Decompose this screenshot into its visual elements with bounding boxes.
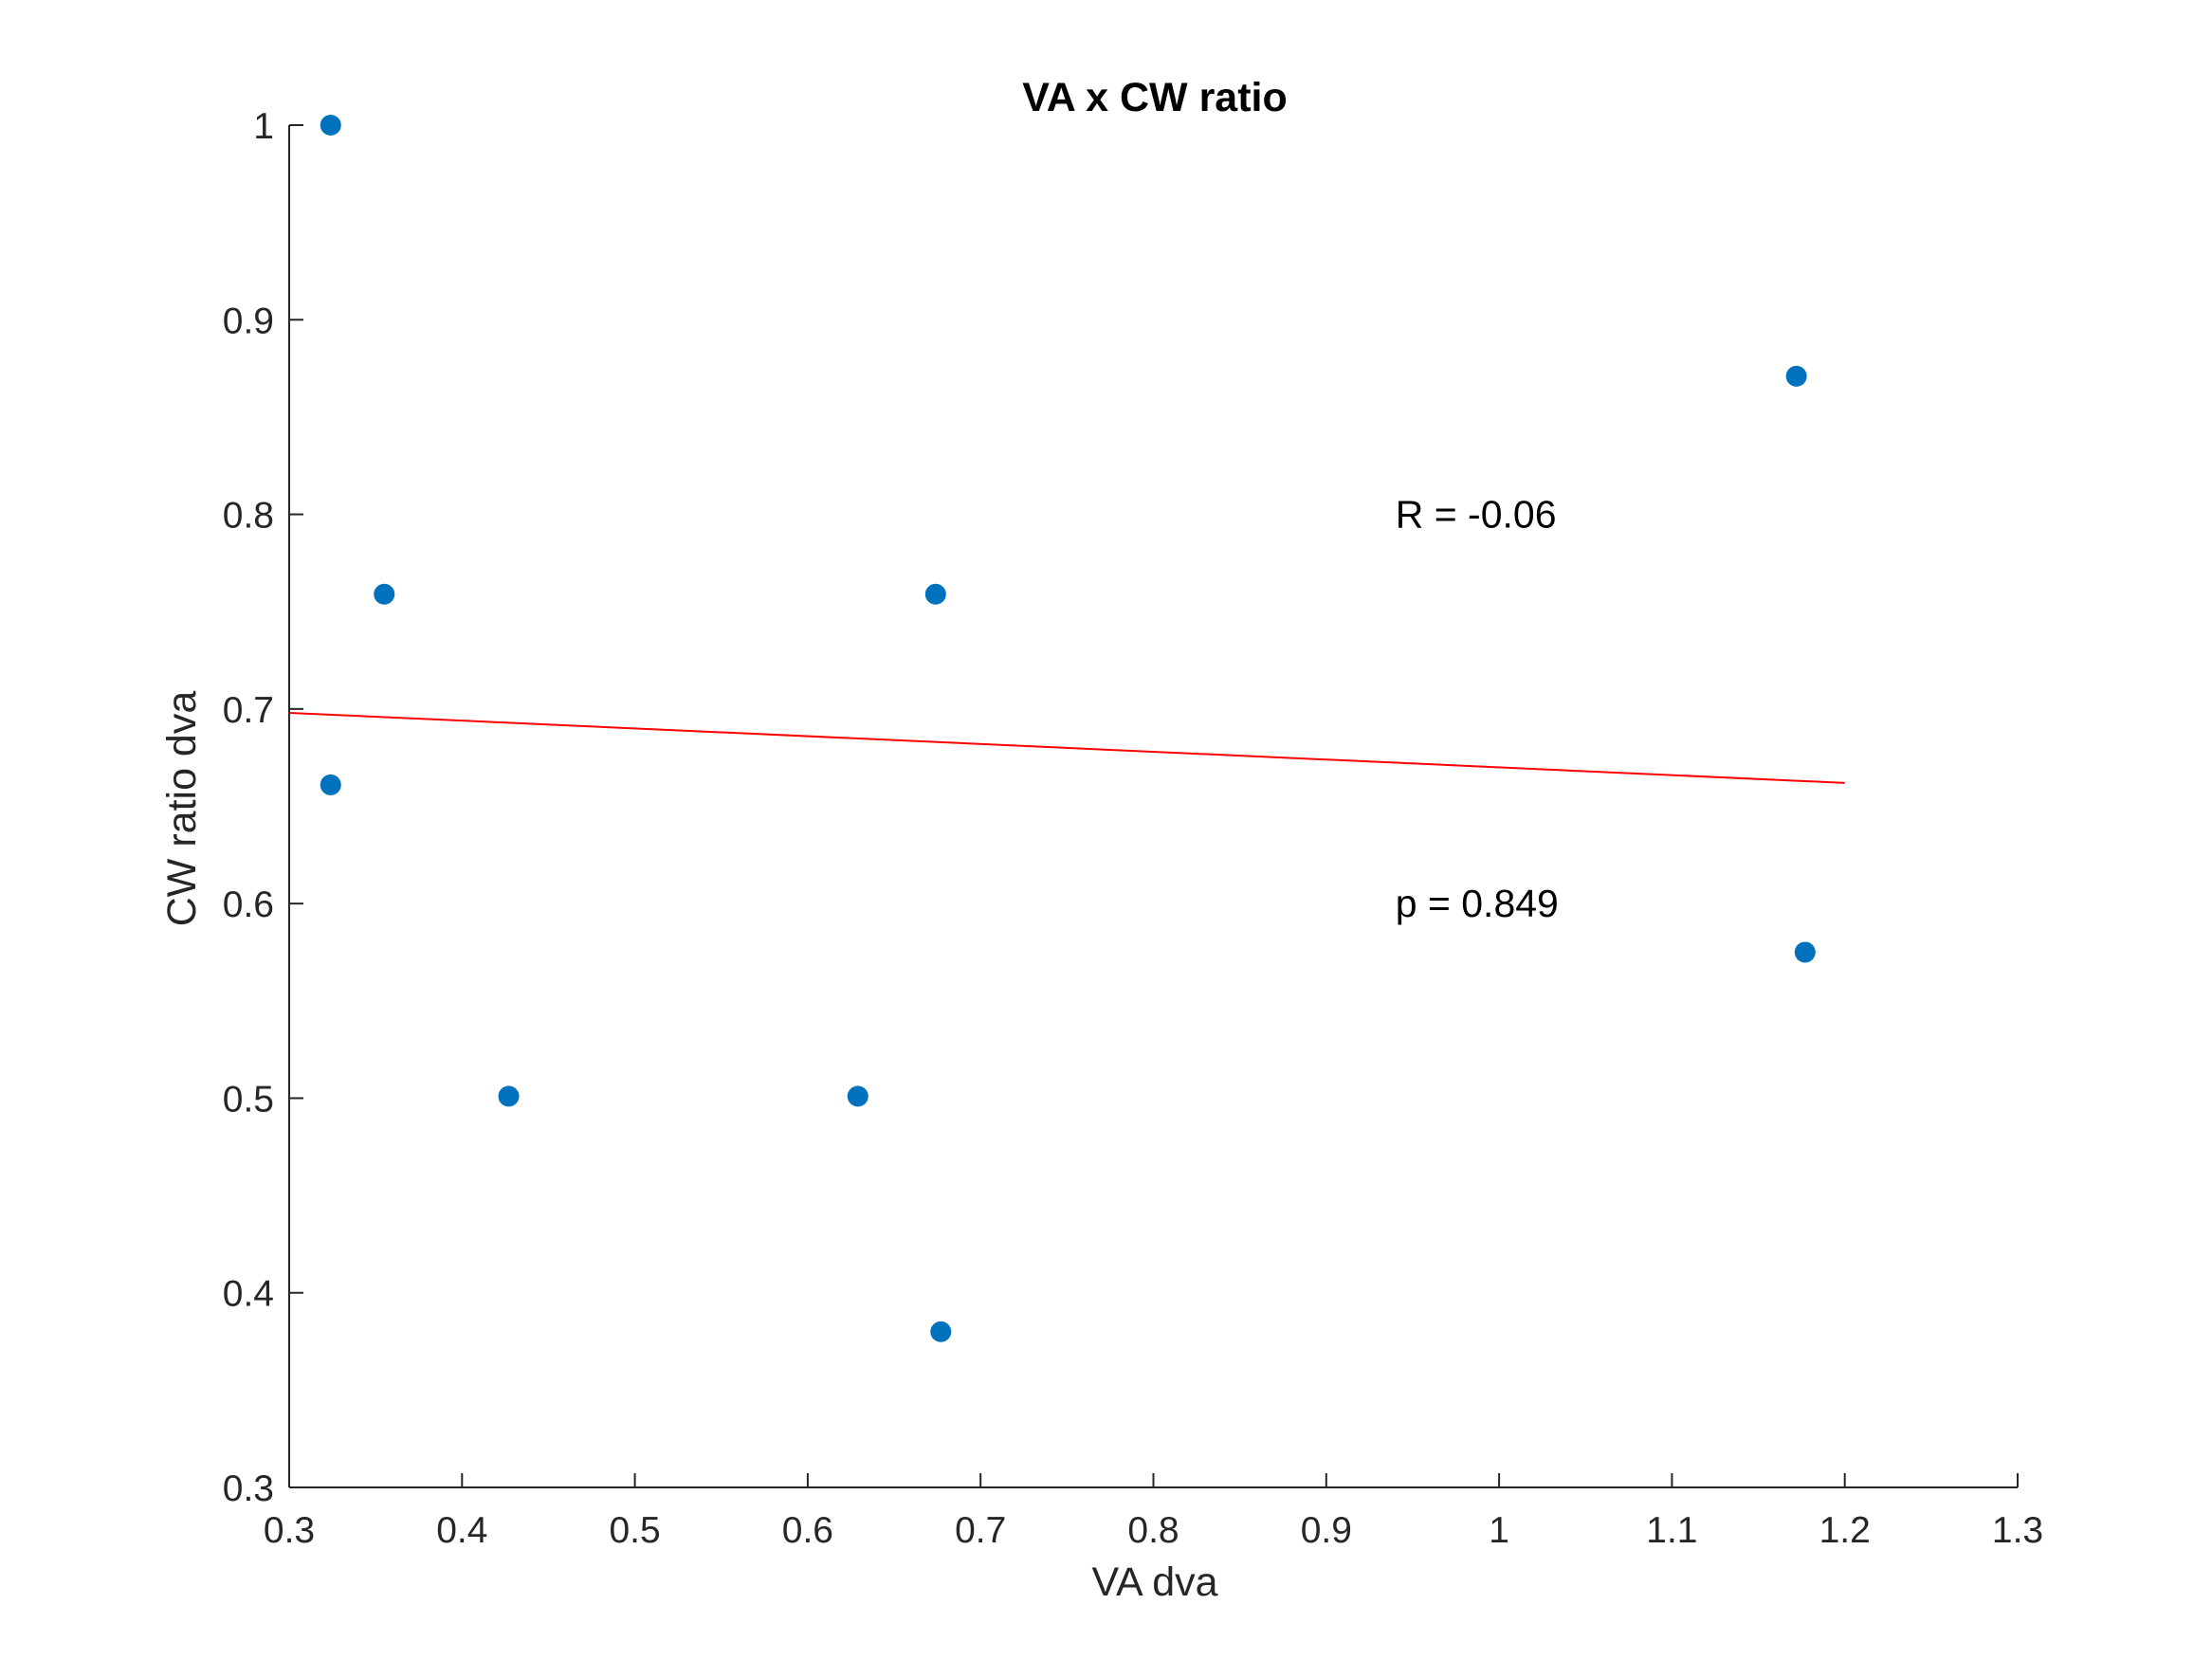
x-tick-label: 1.2	[1819, 1510, 1871, 1551]
data-point	[1785, 365, 1807, 387]
x-tick-label: 1	[1489, 1510, 1509, 1551]
fit-line-group	[288, 711, 1845, 784]
data-point	[847, 1085, 868, 1107]
x-tick-label: 0.6	[782, 1510, 833, 1551]
y-tick-label: 0.9	[223, 301, 274, 341]
data-point	[374, 583, 395, 605]
data-point	[320, 115, 341, 136]
x-tick-label: 1.1	[1646, 1510, 1697, 1551]
x-tick-label: 0.3	[264, 1510, 315, 1551]
y-tick-label: 0.8	[223, 496, 274, 537]
data-point	[320, 774, 341, 795]
correlation-r-annotation: R = -0.06	[1396, 493, 1557, 537]
data-point	[1794, 941, 1816, 963]
chart-title: VA x CW ratio	[1022, 75, 1288, 120]
x-tick-label: 1.3	[1992, 1510, 2043, 1551]
x-tick-label: 0.8	[1127, 1510, 1179, 1551]
regression-line	[288, 711, 1845, 784]
p-value-annotation: p = 0.849	[1396, 882, 1559, 925]
y-axis-label: CW ratio dva	[159, 691, 205, 927]
x-axis-ticks: 0.3 0.4 0.5 0.6 0.7 0.8 0.9 1 1.1 1.2 1.3	[264, 1473, 2043, 1551]
y-tick-label: 1	[253, 106, 274, 147]
y-tick-label: 0.6	[223, 884, 274, 925]
x-axis-label: VA dva	[1091, 1559, 1217, 1605]
data-point	[930, 1321, 952, 1342]
y-axis-ticks: 0.3 0.4 0.5 0.6 0.7 0.8 0.9 1	[223, 106, 303, 1509]
y-tick-label: 0.5	[223, 1079, 274, 1120]
x-tick-label: 0.4	[436, 1510, 487, 1551]
data-point	[924, 583, 946, 605]
y-tick-label: 0.4	[223, 1274, 274, 1315]
data-points	[320, 115, 1816, 1342]
x-tick-label: 0.9	[1301, 1510, 1352, 1551]
y-tick-label: 0.3	[223, 1468, 274, 1509]
data-point	[498, 1085, 520, 1107]
x-tick-label: 0.7	[955, 1510, 1006, 1551]
x-tick-label: 0.5	[609, 1510, 660, 1551]
y-tick-label: 0.7	[223, 690, 274, 731]
